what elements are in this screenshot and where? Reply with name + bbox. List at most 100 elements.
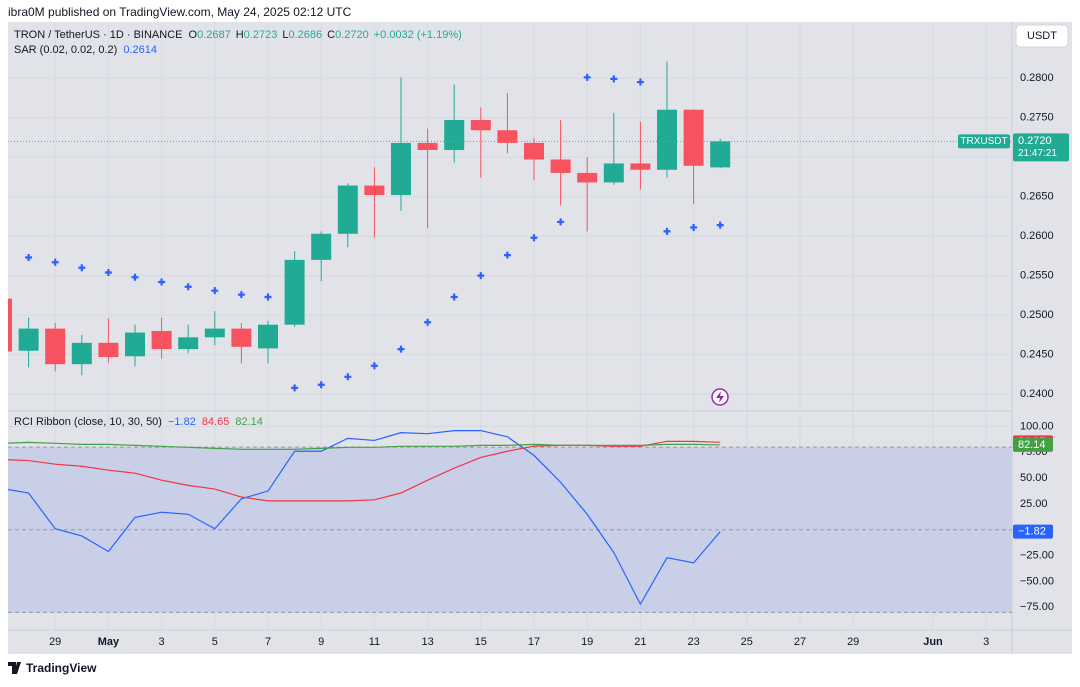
candle-body [125,332,145,357]
indicator-title: RCI Ribbon (close, 10, 30, 50) [14,416,162,428]
symbol-badge-label: TRXUSDT [960,136,1007,147]
rci-pane [8,429,1012,613]
y-tick-label: 0.2500 [1020,309,1054,321]
candle-body [417,142,438,151]
value-badge [1013,524,1053,539]
price-legend: TRON / TetherUS · 1D · BINANCE O0.2687 H0.… [14,29,462,41]
rci-line [8,441,721,450]
y-tick-label: 0.2550 [1020,270,1054,282]
symbol-badge [958,134,1010,149]
sar-point [503,251,511,259]
y-tick-label: 0.2750 [1020,112,1054,124]
sar-point [264,293,272,301]
candle-body [630,163,651,170]
axes: 29 May 3 5 7 9 11 13 15 17 19 21 23 25 27 29 Jun 3 0.2400 0… [49,72,1069,648]
sar-point [317,381,325,389]
sar-point [211,287,219,295]
x-tick-label: 13 [421,636,433,648]
logo: TradingView [8,661,97,675]
x-tick-label: 25 [741,636,753,648]
alert-icon[interactable] [711,388,729,406]
candle-body [497,130,518,143]
sar-point [344,373,352,381]
y-tick-label: 0.2600 [1020,230,1054,242]
x-tick-label: 29 [49,636,61,648]
y-tick-label: 0.2800 [1020,72,1054,84]
candle-body [470,119,491,131]
rci-legend: RCI Ribbon (close, 10, 30, 50) −1.82 84.65… [14,416,263,428]
sar-point [610,75,618,83]
candle-body [657,109,677,170]
ohlc-key: C [327,29,335,41]
ohlc-value: 0.2687 [197,29,231,41]
x-tick-label: 9 [318,636,324,648]
candle-body [151,330,172,350]
candle-body [603,163,624,183]
x-tick-label: 11 [369,636,380,648]
value-badge [1013,437,1053,452]
button-label[interactable]: USDT [1027,30,1057,42]
candle-body [98,342,119,358]
x-tick-label: 23 [687,636,699,648]
candle-body [178,337,199,350]
x-tick-label: 15 [475,636,487,648]
sar-point [477,272,485,280]
change: +0.0032 (+1.19%) [374,29,462,41]
candle-body [204,328,225,338]
x-tick-label: 7 [265,636,271,648]
ohlc-key: O [189,29,198,41]
sar-legend: SAR (0.02, 0.02, 0.2) 0.2614 [14,44,157,56]
legend-value: 0.2614 [123,44,157,56]
logo-text: TradingView [26,661,97,675]
y-tick-label: 25.00 [1020,498,1048,510]
legend-entry: SAR (0.02, 0.02, 0.2) [14,44,117,56]
candle-body [8,298,12,352]
price-badge-label: 0.2720 [1018,135,1052,147]
rci-line [8,429,721,606]
x-tick-label: 21 [634,636,646,648]
icon-bolt[interactable] [716,391,724,403]
y-tick-label: 0.2450 [1020,349,1054,361]
sar-point [530,234,538,242]
ohlc-key: L [282,29,288,41]
symbol-title: TRON / TetherUS · 1D · BINANCE [14,29,183,41]
sar-point [104,269,112,277]
sar-point [51,258,59,266]
price-badge [1013,133,1069,162]
y-tick-label: 100.00 [1020,420,1054,432]
countdown-label: 21:47:21 [1018,148,1057,159]
x-tick-label: 19 [581,636,593,648]
candle-body [311,233,332,260]
candle-body [18,328,39,351]
sar-point [424,318,432,326]
candle-body [337,185,358,234]
x-tick-label: 5 [212,636,218,648]
candle-body [391,142,411,196]
y-tick-label: −25.00 [1020,550,1054,562]
x-tick-label: 3 [983,636,989,648]
button-frame[interactable] [1015,24,1069,48]
candle-body [524,142,544,160]
y-tick-label: 50.00 [1020,472,1048,484]
candle-body [710,141,731,168]
published-note: ibra0M published on TradingView.com, May… [8,5,352,19]
candle-body [71,342,92,365]
candle-body [444,119,465,151]
value-badge-label: 82.14 [1018,439,1046,451]
sar-point [158,278,166,286]
candle-body [284,259,305,325]
legend-value: 82.14 [235,416,263,428]
currency-button[interactable]: USDT [1015,24,1069,48]
y-tick-label: −50.00 [1020,575,1054,587]
x-tick-label: May [98,636,120,648]
sar-point [583,73,591,81]
candle-body [258,324,278,349]
x-tick-label: 17 [528,636,540,648]
sar-point [716,221,724,229]
sar-point [237,291,245,299]
candle-body [364,185,385,196]
sar-point [78,264,86,272]
sar-point [370,362,378,370]
y-tick-label: 0.2650 [1020,191,1054,203]
candle-body [231,328,252,347]
